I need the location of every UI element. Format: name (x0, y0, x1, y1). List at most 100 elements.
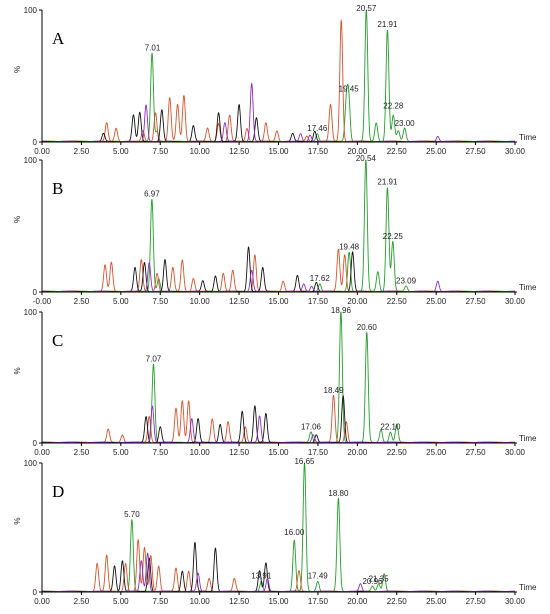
x-tick-label-b-3: 7.50 (152, 297, 168, 306)
peak-label-d-7: 20.96 (362, 577, 383, 586)
chart-panel-b: 0 100% -0.00 2.50 5.00 7.50 10.00 12.50 15.00 17.… (13, 154, 537, 306)
x-tick-label-d-8: 20.00 (347, 597, 368, 606)
x-tick-label-d-0: 0.00 (34, 597, 50, 606)
x-tick-label-a-7: 17.50 (308, 147, 329, 156)
x-tick-label-a-11: 27.50 (466, 147, 487, 156)
x-tick-label-d-12: 30.00 (505, 597, 526, 606)
x-tick-label-c-2: 5.00 (113, 448, 129, 457)
x-tick-label-b-9: 22.50 (387, 297, 408, 306)
x-tick-label-b-4: 10.00 (190, 297, 211, 306)
x-tick-label-c-7: 17.50 (308, 448, 329, 457)
trace-d-2 (41, 539, 516, 593)
peak-label-b-4: 20.54 (356, 154, 377, 163)
y-tick-label-d-1: 100 (24, 459, 38, 468)
x-tick-label-d-1: 2.50 (74, 597, 90, 606)
x-tick-label-d-2: 5.00 (113, 597, 129, 606)
peak-label-d-2: 13.91 (251, 572, 272, 581)
x-axis-label-b: Time (519, 283, 537, 292)
x-axis-label-c: Time (519, 434, 537, 443)
chart-panel-a: 0 100% 0.00 2.50 5.00 7.50 10.00 12.50 15.00 17.5… (13, 4, 537, 156)
peak-label-a-1: 7.01 (145, 44, 161, 53)
x-axis-label-a: Time (519, 133, 537, 142)
y-tick-label-b-1: 100 (24, 156, 38, 165)
x-tick-label-c-0: 0.00 (34, 448, 50, 457)
y-axis-label-c: % (13, 367, 22, 374)
x-tick-label-d-11: 27.50 (466, 597, 487, 606)
x-tick-label-b-2: 5.00 (113, 297, 129, 306)
x-tick-label-d-4: 10.00 (190, 597, 211, 606)
y-axis-label-d: % (13, 517, 22, 524)
x-tick-label-a-6: 15.00 (268, 147, 289, 156)
y-tick-label-b-0: 0 (33, 288, 38, 297)
peak-label-d-4: 16.65 (294, 457, 315, 466)
x-tick-label-b-10: 25.00 (426, 297, 447, 306)
peak-label-b-1: 6.97 (144, 190, 160, 199)
y-tick-label-a-1: 100 (24, 6, 38, 15)
x-tick-label-b-11: 27.50 (466, 297, 487, 306)
y-tick-label-a-0: 0 (33, 138, 38, 147)
y-tick-label-d-0: 0 (33, 588, 38, 597)
x-tick-label-a-2: 5.00 (113, 147, 129, 156)
trace-c-1 (41, 311, 516, 444)
x-axis-label-d: Time (519, 583, 537, 592)
x-tick-label-c-12: 30.00 (505, 448, 526, 457)
trace-d-3 (41, 541, 516, 593)
trace-a-1 (41, 9, 516, 143)
trace-b-2 (41, 248, 516, 293)
y-axis-label-b: % (13, 216, 22, 223)
peak-label-a-5: 22.28 (383, 102, 404, 111)
peak-label-c-5: 20.60 (357, 323, 378, 332)
x-tick-label-c-10: 25.00 (426, 448, 447, 457)
x-tick-label-a-5: 12.50 (229, 147, 250, 156)
peak-label-c-6: 22.10 (380, 423, 401, 432)
peak-label-c-3: 18.49 (324, 386, 345, 395)
x-tick-label-a-3: 7.50 (152, 147, 168, 156)
trace-d-1 (41, 462, 516, 593)
peak-label-c-4: 18.96 (331, 306, 352, 315)
x-tick-label-b-1: 2.50 (74, 297, 90, 306)
x-tick-label-a-1: 2.50 (74, 147, 90, 156)
y-tick-label-c-0: 0 (33, 439, 38, 448)
y-tick-label-c-1: 100 (24, 308, 38, 317)
panel-label-a: A (52, 29, 65, 48)
x-tick-label-d-9: 22.50 (387, 597, 408, 606)
peak-label-c-1: 7.07 (146, 354, 162, 363)
trace-c-2 (41, 394, 516, 444)
peak-label-d-6: 18.80 (328, 489, 349, 498)
peak-label-d-5: 17.49 (308, 572, 329, 581)
trace-c-3 (41, 395, 516, 444)
x-tick-label-d-3: 7.50 (152, 597, 168, 606)
peak-label-a-3: 20.57 (356, 4, 377, 13)
trace-a-2 (41, 19, 516, 143)
peak-label-a-2: 19.45 (339, 84, 360, 93)
x-tick-label-d-7: 17.50 (308, 597, 329, 606)
x-tick-label-c-3: 7.50 (152, 448, 168, 457)
x-tick-label-d-5: 12.50 (229, 597, 250, 606)
peak-label-b-3: 19.48 (339, 242, 360, 251)
peak-label-a-6: 23.00 (395, 119, 416, 128)
peak-label-b-2: 17.62 (310, 274, 331, 283)
x-tick-label-b-5: 12.50 (229, 297, 250, 306)
peak-label-c-2: 17.06 (301, 423, 322, 432)
x-tick-label-c-4: 10.00 (190, 448, 211, 457)
x-tick-label-c-9: 22.50 (387, 448, 408, 457)
x-tick-label-b-12: 30.00 (505, 297, 526, 306)
x-tick-label-a-4: 10.00 (190, 147, 211, 156)
x-tick-label-c-6: 15.00 (268, 448, 289, 457)
chart-panel-d: 0 100% 0.00 2.50 5.00 7.50 10.00 12.50 15.00 17.5… (13, 457, 537, 606)
peak-label-d-8: 21.35 (369, 574, 390, 583)
trace-c-4 (41, 405, 516, 444)
x-tick-label-d-6: 15.00 (268, 597, 289, 606)
peak-label-a-4: 21.91 (377, 20, 398, 29)
x-tick-label-a-0: 0.00 (34, 147, 50, 156)
x-tick-label-c-1: 2.50 (74, 448, 90, 457)
x-tick-label-c-11: 27.50 (466, 448, 487, 457)
chart-panel-c: 0 100% 0.00 2.50 5.00 7.50 10.00 12.50 15.00 17.5… (13, 306, 537, 457)
x-tick-label-a-12: 30.00 (505, 147, 526, 156)
peak-label-a-7: 17.46 (307, 124, 328, 133)
panel-label-c: C (52, 331, 63, 350)
trace-a-4 (41, 82, 516, 143)
x-tick-label-d-10: 25.00 (426, 597, 447, 606)
peak-label-d-3: 16.00 (284, 528, 305, 537)
